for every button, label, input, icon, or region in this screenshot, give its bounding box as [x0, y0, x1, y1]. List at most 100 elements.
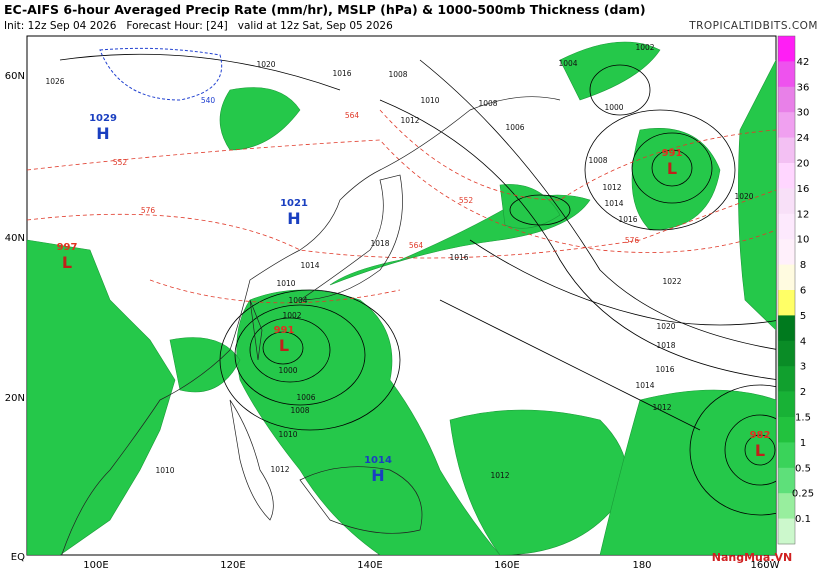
thickness-line: [27, 189, 776, 259]
isobar-label: 1016: [655, 365, 674, 374]
colorbar-label: 0.5: [795, 463, 811, 474]
colorbar-label: 16: [797, 184, 810, 195]
thickness-label: 576: [625, 236, 640, 245]
isobar-label: 1008: [290, 406, 309, 415]
center-type: H: [287, 209, 300, 228]
coastline: [229, 399, 274, 521]
lon-label: 180: [632, 560, 651, 571]
isobar: [724, 414, 776, 486]
thickness-label: 540: [201, 96, 216, 105]
precip: [27, 41, 776, 555]
isobar-label: 1000: [604, 103, 623, 112]
colorbar-swatch: [778, 36, 795, 62]
isobar-label: 1018: [656, 341, 675, 350]
isobar-label: 1026: [45, 77, 64, 86]
isobar-label: 1012: [652, 403, 671, 412]
lon-label: 120E: [220, 560, 245, 571]
lon-label: 160W: [751, 560, 780, 571]
coastline: [249, 299, 263, 361]
isobar-label: 1004: [558, 59, 577, 68]
colorbar-frame: [777, 35, 796, 545]
colorbar-swatch: [778, 467, 795, 494]
coastlines: [61, 96, 561, 555]
isobar-label: 1004: [288, 296, 307, 305]
precip-area: [599, 389, 776, 555]
isobar-label: 1018: [370, 239, 389, 248]
colorbar-label: 0.25: [792, 489, 814, 500]
isobar: [439, 299, 701, 431]
colorbar-label: 6: [800, 286, 806, 297]
colorbar-swatch: [778, 264, 795, 291]
isobar-label: 1016: [449, 253, 468, 262]
colorbar-label: 3: [800, 362, 806, 373]
isobar: [419, 59, 776, 350]
isobar: [59, 53, 341, 91]
center-type: H: [371, 466, 384, 485]
colorbar-label: 20: [797, 159, 810, 170]
colorbar-label: 42: [797, 57, 810, 68]
isobar: [469, 239, 776, 326]
colorbar-swatch: [778, 366, 795, 392]
isobar-label: 1014: [300, 261, 319, 270]
colorbar-swatch: [778, 137, 795, 164]
isobar-label: 1008: [388, 70, 407, 79]
isobar: [509, 194, 571, 226]
isobar-label: 1016: [332, 69, 351, 78]
colorbar-swatch: [778, 417, 795, 443]
map-content: [27, 41, 776, 555]
thickness-line: [379, 109, 776, 201]
center-value: 1014: [364, 455, 392, 466]
lat-label: EQ: [11, 552, 25, 563]
isobar-label: 1010: [155, 466, 174, 475]
colorbar: 42 36 30 24 20 16 12 10 8 6 5 4 3 2 1.5 1 0.5 0.25 0.1: [777, 35, 814, 545]
source: TROPICALTIDBITS.COM: [688, 20, 818, 32]
isobar: [651, 149, 693, 187]
lon-label: 140E: [357, 560, 382, 571]
isobar-label: 1012: [270, 465, 289, 474]
colorbar-swatch: [778, 163, 795, 189]
thickness-label: 552: [113, 158, 128, 167]
colorbar-label: 12: [797, 209, 810, 220]
isobar-label: 1012: [400, 116, 419, 125]
center-value: 982: [750, 430, 771, 441]
isobar-label: 1012: [490, 471, 509, 480]
isobar-label: 1014: [604, 199, 623, 208]
center-type: L: [62, 253, 72, 272]
colorbar-label: 30: [797, 108, 810, 119]
colorbar-label: 4: [800, 336, 806, 347]
isobar: [631, 132, 713, 204]
isobar: [744, 434, 776, 466]
isobar-label: 1020: [256, 60, 275, 69]
colorbar-swatch: [778, 239, 795, 265]
lon-label: 160E: [494, 560, 519, 571]
colorbar-label: 1: [800, 438, 806, 449]
coastline: [298, 174, 403, 301]
thickness-label: 564: [409, 241, 424, 250]
colorbar-swatch: [778, 518, 795, 545]
isobar-label: 1006: [505, 123, 524, 132]
precip-area: [27, 239, 176, 555]
colorbar-swatch: [778, 188, 795, 215]
isobar-label: 1002: [282, 311, 301, 320]
isobar-label: 1006: [296, 393, 315, 402]
isobar-label: 1014: [635, 381, 654, 390]
colorbar-label: 2: [800, 387, 806, 398]
colorbar-label: 24: [797, 133, 810, 144]
isobars: [59, 53, 776, 516]
isobar: [262, 331, 304, 365]
isobar-label: 1010: [276, 279, 295, 288]
isobar: [584, 109, 736, 231]
colorbar-label: 36: [797, 82, 810, 93]
isobar-label: 1016: [618, 215, 637, 224]
colorbar-swatch: [778, 290, 795, 316]
colorbar-swatch: [778, 340, 795, 367]
isobar-label: 1010: [278, 430, 297, 439]
watermark: NangMua.VN: [712, 551, 792, 564]
lat-label: 60N: [5, 71, 25, 82]
isobar-label: 1008: [478, 99, 497, 108]
isobar-label: 1002: [635, 43, 654, 52]
thickness-label: 564: [345, 111, 360, 120]
isobar-label: 1012: [602, 183, 621, 192]
isobar: [689, 384, 776, 516]
